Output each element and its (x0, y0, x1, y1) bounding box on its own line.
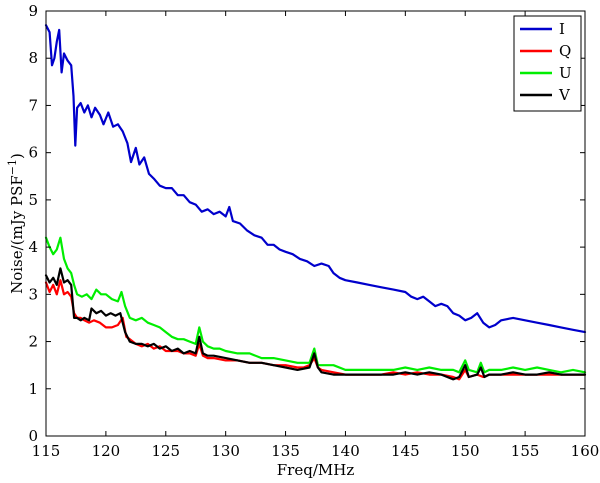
series-layer (44, 24, 587, 381)
legend-label-U: U (559, 64, 572, 82)
legend-label-V: V (558, 86, 571, 104)
x-tick-label: 145 (391, 442, 420, 460)
y-axis-label-superscript: −1 (6, 159, 19, 175)
x-tick-label: 160 (571, 442, 600, 460)
y-tick-label: 7 (28, 96, 38, 114)
legend-label-I: I (559, 20, 565, 38)
x-axis-label: Freq/MHz (277, 461, 355, 479)
ticks-layer (45, 10, 586, 437)
y-tick-label: 1 (28, 380, 38, 398)
series-line-I (44, 24, 587, 334)
series-line-U (44, 236, 587, 374)
y-axis-label-main: Noise/(mJy PSF (8, 175, 26, 294)
series-line-V (44, 267, 587, 381)
tick-labels-layer: 115 120 125 130 135 140 145 150 155 160 0 1 2 3 4 5 6 7 8 9 (28, 2, 599, 460)
x-tick-label: 150 (451, 442, 480, 460)
y-axis-label: Noise/(mJy PSF−1) (6, 153, 26, 294)
y-tick-label: 0 (28, 427, 38, 445)
y-tick-label: 6 (28, 144, 38, 162)
x-tick-label: 120 (92, 442, 121, 460)
x-tick-label: 135 (271, 442, 300, 460)
legend-label-Q: Q (559, 42, 571, 60)
series-line-Q (44, 279, 587, 381)
x-tick-label: 155 (511, 442, 540, 460)
y-tick-label: 5 (28, 191, 38, 209)
y-tick-label: 3 (28, 285, 38, 303)
x-tick-label: 130 (211, 442, 240, 460)
y-tick-label: 8 (28, 49, 38, 67)
x-tick-label: 140 (331, 442, 360, 460)
x-tick-label: 125 (151, 442, 180, 460)
y-tick-label: 2 (28, 333, 38, 351)
plot-frame (45, 10, 586, 437)
y-tick-label: 4 (28, 238, 38, 256)
y-tick-label: 9 (28, 2, 38, 20)
y-axis-label-close: ) (8, 153, 26, 159)
x-tick-label: 115 (32, 442, 61, 460)
